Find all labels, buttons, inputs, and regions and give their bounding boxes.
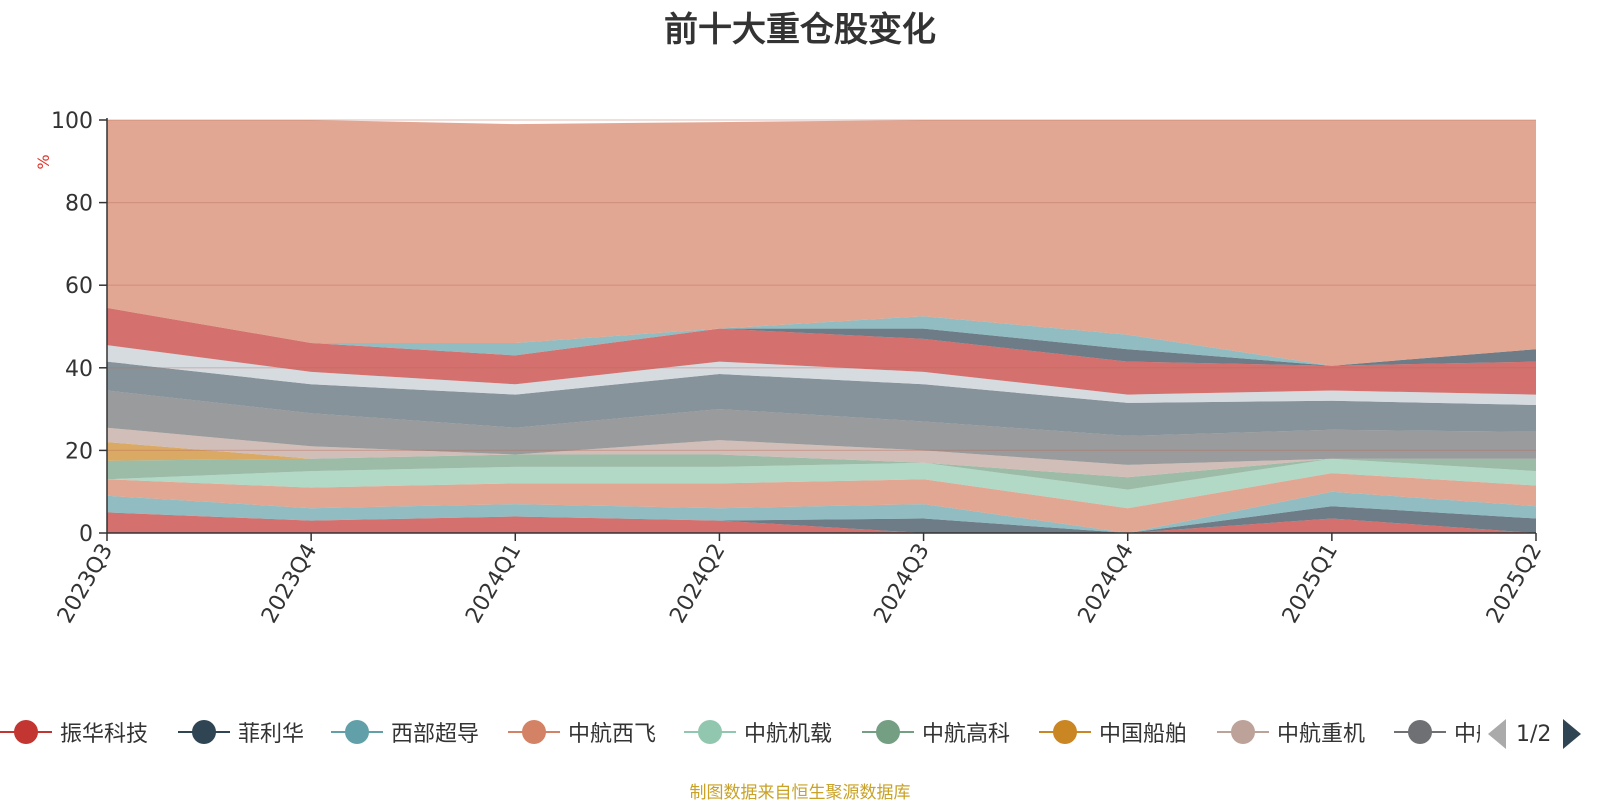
legend-prev-page-button[interactable] bbox=[1488, 719, 1506, 749]
legend-item[interactable]: 中航 bbox=[1394, 712, 1480, 752]
legend-label: 中航 bbox=[1454, 722, 1480, 747]
legend-symbol bbox=[508, 717, 560, 747]
y-tick-label: 60 bbox=[65, 274, 93, 299]
x-tick-label: 2025Q1 bbox=[1278, 540, 1343, 628]
legend-item[interactable]: 振华科技 bbox=[0, 712, 148, 752]
area-series-1 bbox=[107, 512, 1536, 533]
area-series-9 bbox=[107, 390, 1536, 465]
data-source-note: 制图数据来自恒生聚源数据库 bbox=[689, 783, 911, 803]
legend-page-indicator: 1/2 bbox=[1516, 721, 1552, 747]
legend-symbol bbox=[862, 717, 914, 747]
area-series-14 bbox=[107, 307, 1536, 366]
legend-item[interactable]: 西部超导 bbox=[331, 712, 479, 752]
area-series-15 bbox=[107, 120, 1536, 366]
legend-symbol bbox=[684, 717, 736, 747]
area-series-5 bbox=[107, 458, 1536, 509]
legend-label: 中航重机 bbox=[1277, 722, 1366, 747]
y-tick-label: 0 bbox=[79, 522, 93, 547]
area-series-2 bbox=[107, 506, 1536, 533]
y-axis-label: % bbox=[34, 154, 53, 169]
chart-title: 前十大重仓股变化 bbox=[664, 10, 936, 50]
legend-label: 中航高科 bbox=[922, 722, 1011, 747]
legend-label: 振华科技 bbox=[60, 722, 149, 747]
legend-item[interactable]: 中航高科 bbox=[862, 712, 1010, 752]
legend-item[interactable]: 中航西飞 bbox=[508, 712, 656, 752]
legend-pager: 1/2 bbox=[1488, 716, 1582, 752]
x-tick-label: 2023Q4 bbox=[257, 540, 322, 628]
y-tick-label: 40 bbox=[65, 357, 93, 382]
legend-symbol bbox=[0, 717, 52, 747]
area-series-3 bbox=[107, 491, 1536, 533]
y-tick-label: 100 bbox=[51, 109, 93, 134]
legend-symbol bbox=[1039, 717, 1091, 747]
area-series-11 bbox=[107, 345, 1536, 405]
x-tick-label: 2025Q2 bbox=[1482, 540, 1547, 628]
legend-item[interactable]: 中航机载 bbox=[684, 712, 832, 752]
area-series-10 bbox=[107, 361, 1536, 436]
legend-symbol bbox=[178, 717, 230, 747]
area-series-8 bbox=[107, 427, 1536, 478]
legend-symbol bbox=[1394, 717, 1446, 747]
area-series-4 bbox=[107, 473, 1536, 533]
x-tick-label: 2023Q3 bbox=[53, 540, 118, 628]
legend-item[interactable]: 中航重机 bbox=[1217, 712, 1365, 752]
legend-label: 中航机载 bbox=[744, 722, 833, 747]
legend-label: 菲利华 bbox=[238, 722, 305, 747]
x-tick-label: 2024Q3 bbox=[869, 540, 934, 628]
x-tick-label: 2024Q4 bbox=[1074, 540, 1139, 628]
legend-item[interactable]: 中国船舶 bbox=[1039, 712, 1187, 752]
legend: 振华科技 菲利华 西部超导 中航西飞 中航机载 中航高科 中国船舶 中航重机 中航 bbox=[0, 712, 1480, 752]
legend-symbol bbox=[331, 717, 383, 747]
x-tick-label: 2024Q1 bbox=[461, 540, 526, 628]
legend-label: 西部超导 bbox=[391, 722, 480, 747]
legend-next-page-button[interactable] bbox=[1563, 719, 1582, 749]
y-tick-label: 20 bbox=[65, 439, 93, 464]
legend-label: 中航西飞 bbox=[568, 722, 657, 747]
area-series-12 bbox=[107, 307, 1536, 395]
area-series-6 bbox=[107, 454, 1536, 490]
legend-symbol bbox=[1217, 717, 1269, 747]
y-tick-label: 80 bbox=[65, 192, 93, 217]
x-tick-label: 2024Q2 bbox=[665, 540, 730, 628]
legend-item[interactable]: 菲利华 bbox=[178, 712, 304, 752]
legend-label: 中国船舶 bbox=[1099, 722, 1188, 747]
